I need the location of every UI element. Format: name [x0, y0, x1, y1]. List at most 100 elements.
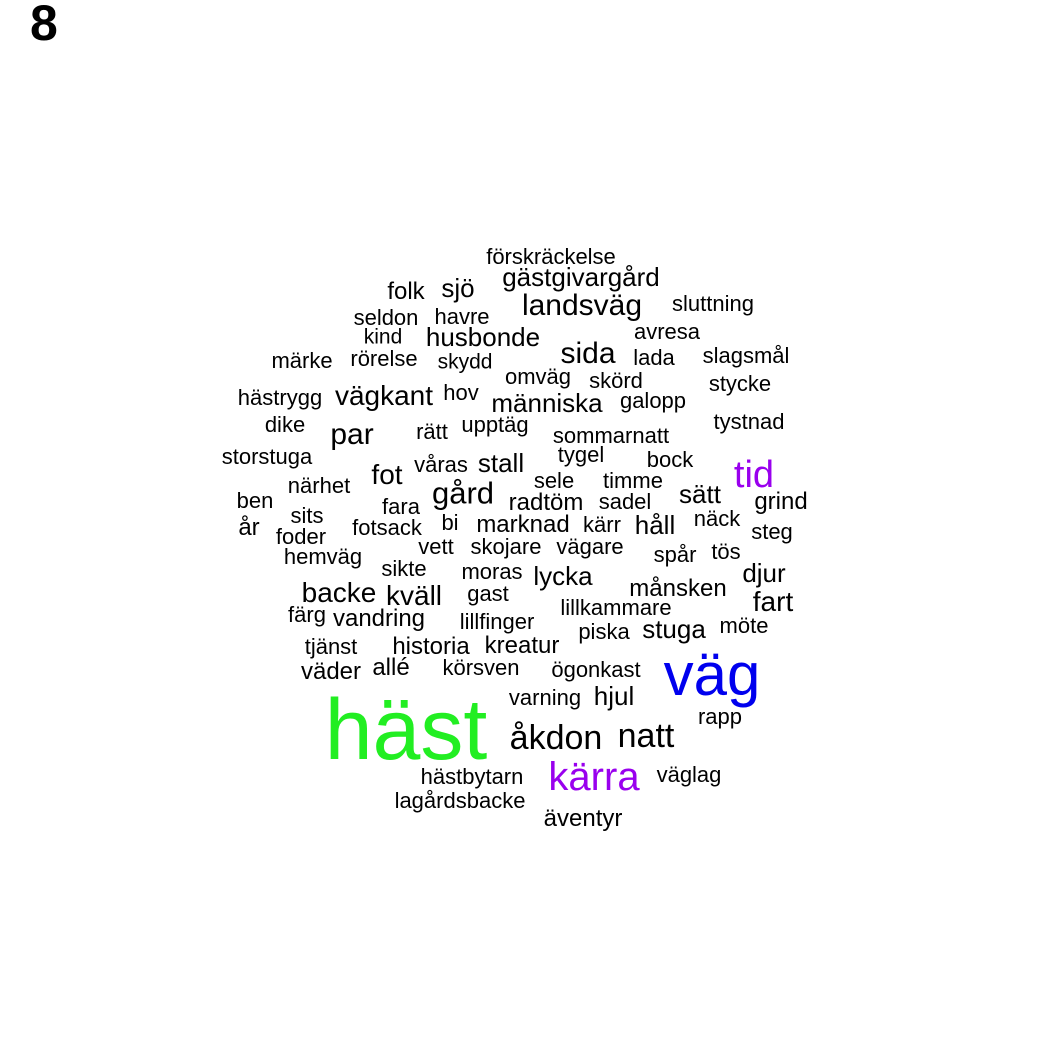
cloud-word: stall [477, 448, 525, 478]
cloud-word: sommarnatt [552, 423, 670, 448]
cloud-word: väg [663, 641, 761, 708]
cloud-word: sida [560, 337, 616, 370]
cloud-word: häst [324, 682, 488, 778]
panel-label: 8 [30, 0, 58, 51]
cloud-word: rörelse [350, 346, 418, 371]
cloud-word: hov [443, 380, 479, 405]
cloud-word: gast [467, 581, 509, 606]
cloud-word: husbonde [425, 322, 541, 352]
cloud-word: allé [372, 654, 410, 681]
cloud-word: gästgivargård [502, 262, 660, 292]
cloud-word: steg [751, 519, 793, 544]
cloud-word: kreatur [484, 632, 560, 659]
cloud-word: körsven [442, 655, 520, 680]
cloud-word: marknad [476, 511, 570, 538]
cloud-word: håll [634, 510, 676, 540]
cloud-word: lillkammare [560, 595, 672, 620]
cloud-word: stuga [642, 614, 706, 644]
cloud-word: våras [414, 452, 468, 477]
cloud-word: dike [264, 412, 306, 437]
cloud-word: rätt [416, 419, 448, 444]
cloud-word: hemväg [283, 544, 363, 569]
cloud-word: varning [508, 685, 582, 710]
cloud-word: år [238, 514, 260, 541]
cloud-word: sätt [679, 479, 721, 509]
cloud-word: foder [275, 524, 327, 549]
cloud-word: åkdon [509, 719, 603, 757]
cloud-word: vägkant [334, 380, 434, 411]
cloud-word: fotsack [352, 515, 422, 540]
cloud-word: fara [382, 494, 420, 519]
cloud-word: galopp [619, 388, 687, 413]
cloud-word: tjänst [304, 634, 358, 659]
cloud-word: skörd [589, 368, 643, 393]
cloud-word: upptäg [461, 412, 529, 437]
cloud-word: backe [301, 577, 377, 608]
cloud-word: storstuga [221, 444, 313, 469]
cloud-word: näck [693, 506, 741, 531]
cloud-word: vett [418, 534, 454, 559]
cloud-word: slagsmål [702, 343, 790, 368]
cloud-word: tystnad [713, 409, 785, 434]
cloud-word: kärra [548, 755, 640, 799]
cloud-word: tös [711, 539, 741, 564]
cloud-word: färg [288, 602, 326, 627]
cloud-word: kväll [385, 580, 443, 611]
cloud-word: folk [387, 278, 425, 305]
cloud-word: månsken [629, 575, 727, 602]
cloud-word: människa [491, 388, 603, 418]
cloud-word: äventyr [543, 805, 623, 832]
cloud-word: möte [719, 613, 769, 638]
cloud-word: rapp [697, 704, 743, 729]
cloud-word: lycka [533, 561, 593, 591]
cloud-word: ben [236, 488, 274, 513]
cloud-word: djur [742, 558, 786, 588]
cloud-word: piska [578, 619, 630, 644]
cloud-word: omväg [504, 364, 572, 389]
cloud-word: sluttning [672, 291, 754, 316]
cloud-word: timme [603, 468, 663, 493]
cloud-word: sele [533, 468, 575, 493]
cloud-word: skydd [437, 350, 493, 374]
cloud-word: kärr [583, 512, 621, 537]
cloud-word: lada [633, 345, 675, 370]
cloud-word: havre [434, 304, 490, 329]
cloud-word: väglag [656, 762, 722, 787]
cloud-word: natt [617, 717, 675, 755]
cloud-word: moras [461, 559, 523, 584]
cloud-word: historia [392, 633, 470, 660]
cloud-word: lillfinger [459, 609, 535, 634]
cloud-word: förskräckelse [486, 244, 616, 269]
cloud-word: landsväg [521, 289, 643, 322]
cloud-word: bi [441, 510, 459, 535]
cloud-word: märke [271, 348, 333, 373]
cloud-word: fot [371, 459, 403, 490]
cloud-word: avresa [633, 319, 701, 344]
cloud-word: sjö [441, 273, 475, 303]
cloud-word: närhet [287, 473, 351, 498]
cloud-word: hästrygg [237, 385, 323, 410]
cloud-word: sikte [381, 556, 427, 581]
cloud-word: fart [752, 586, 794, 617]
cloud-word: tygel [557, 442, 605, 467]
cloud-word: grind [754, 488, 808, 515]
cloud-word: vandring [332, 605, 426, 632]
cloud-word: par [330, 418, 374, 451]
cloud-word: sadel [598, 489, 652, 514]
cloud-word: vägare [556, 534, 624, 559]
cloud-word: stycke [708, 371, 772, 396]
cloud-word: seldon [353, 305, 419, 330]
cloud-word: radtöm [508, 489, 584, 516]
cloud-word: bock [646, 447, 694, 472]
cloud-word: hästbytarn [420, 764, 524, 789]
cloud-word: ögonkast [551, 657, 641, 682]
cloud-word: väder [300, 658, 362, 685]
cloud-word: gård [431, 475, 495, 511]
cloud-word: tid [733, 454, 775, 496]
cloud-word: kind [363, 325, 403, 349]
cloud-word: lagårdsbacke [394, 788, 526, 813]
cloud-word: hjul [593, 681, 635, 711]
cloud-word: sits [290, 503, 324, 528]
cloud-word: spår [653, 542, 697, 567]
